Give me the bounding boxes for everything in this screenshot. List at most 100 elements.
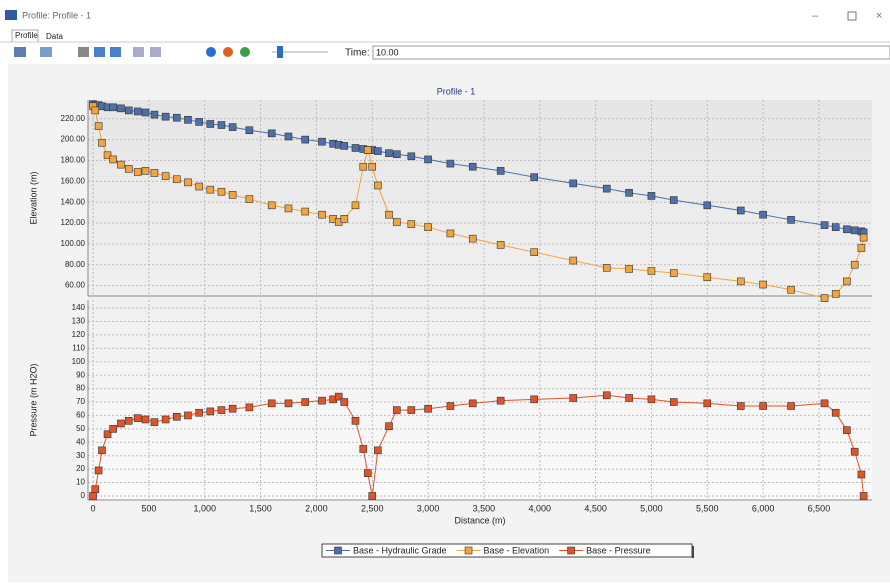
marker: [625, 265, 633, 273]
marker: [820, 399, 829, 408]
y-tick-label: 60.00: [65, 281, 86, 290]
tool[interactable]: [14, 47, 26, 57]
legend-label: Base - Pressure: [586, 545, 651, 555]
y-axis-label: Elevation (m): [28, 171, 38, 224]
tool[interactable]: [94, 47, 105, 57]
marker: [831, 223, 840, 231]
marker: [850, 447, 859, 456]
marker: [759, 280, 767, 289]
pause[interactable]: [223, 47, 233, 57]
marker: [195, 182, 203, 191]
time-label: Time:: [345, 48, 370, 59]
time-value[interactable]: 10.00: [376, 47, 399, 57]
tool[interactable]: [78, 47, 89, 57]
time-input[interactable]: [372, 45, 890, 60]
marker: [117, 104, 125, 113]
marker: [94, 466, 103, 475]
x-axis-label: Distance (m): [454, 515, 505, 525]
slider-thumb[interactable]: [277, 46, 283, 58]
y-tick-label: 60: [76, 411, 85, 420]
toolbar: [14, 46, 328, 58]
y-tick-label: 160.00: [61, 176, 86, 185]
minimize[interactable]: –: [812, 10, 819, 22]
marker: [843, 225, 851, 234]
marker: [820, 294, 829, 302]
play-back[interactable]: [206, 47, 216, 57]
marker: [301, 398, 310, 406]
marker: [363, 146, 372, 154]
y-tick-label: 140: [72, 303, 86, 312]
marker: [124, 417, 133, 425]
marker: [850, 260, 859, 269]
marker: [141, 167, 150, 175]
marker: [569, 179, 578, 188]
y-tick-label: 0: [81, 491, 86, 500]
y-tick-label: 80: [76, 384, 85, 393]
marker: [206, 407, 215, 416]
marker: [351, 417, 360, 425]
marker: [133, 107, 142, 116]
marker: [703, 201, 712, 210]
marker: [195, 118, 203, 126]
marker: [89, 492, 97, 500]
marker: [184, 178, 192, 187]
marker: [787, 285, 795, 294]
marker: [407, 406, 416, 414]
marker: [245, 195, 254, 203]
marker: [340, 215, 349, 223]
marker: [407, 152, 416, 161]
marker: [569, 256, 578, 265]
marker: [857, 470, 866, 479]
close[interactable]: ×: [876, 10, 882, 22]
marker: [374, 147, 382, 155]
marker: [301, 135, 310, 144]
y-tick-label: 120.00: [61, 218, 86, 227]
tab[interactable]: Data: [46, 32, 63, 41]
x-tick-label: 6,000: [752, 503, 775, 513]
marker: [857, 244, 866, 252]
tool[interactable]: [150, 47, 161, 57]
marker: [787, 402, 795, 410]
marker: [468, 399, 477, 408]
y-tick-label: 20: [76, 464, 85, 473]
marker: [318, 137, 326, 146]
y-tick-label: 90: [76, 370, 85, 379]
y-tick-label: 110: [72, 343, 85, 352]
tool[interactable]: [40, 47, 52, 57]
marker: [206, 120, 215, 128]
marker: [424, 223, 432, 231]
marker: [91, 485, 100, 494]
marker: [124, 106, 133, 115]
marker: [318, 210, 326, 219]
tool[interactable]: [133, 47, 144, 57]
maximize[interactable]: [847, 11, 857, 21]
tab[interactable]: Profile: [15, 31, 38, 40]
x-tick-label: 2,500: [361, 503, 384, 513]
marker: [850, 226, 859, 235]
marker: [368, 492, 377, 500]
marker: [424, 404, 432, 413]
legend-label: Base - Elevation: [484, 545, 550, 555]
marker: [569, 394, 578, 402]
marker: [831, 408, 840, 417]
marker: [625, 188, 633, 197]
marker: [385, 210, 393, 219]
marker: [124, 165, 133, 173]
play[interactable]: [240, 47, 250, 57]
marker: [284, 132, 293, 141]
marker: [117, 160, 125, 169]
tool[interactable]: [110, 47, 121, 57]
marker: [647, 192, 656, 200]
marker: [736, 277, 745, 286]
x-tick-label: 4,500: [584, 503, 607, 513]
marker: [368, 162, 377, 171]
marker: [446, 229, 455, 238]
marker: [109, 425, 117, 433]
marker: [351, 201, 360, 210]
marker: [530, 248, 538, 257]
marker: [496, 241, 505, 249]
marker: [301, 207, 310, 216]
marker: [602, 184, 611, 193]
marker: [669, 398, 678, 406]
